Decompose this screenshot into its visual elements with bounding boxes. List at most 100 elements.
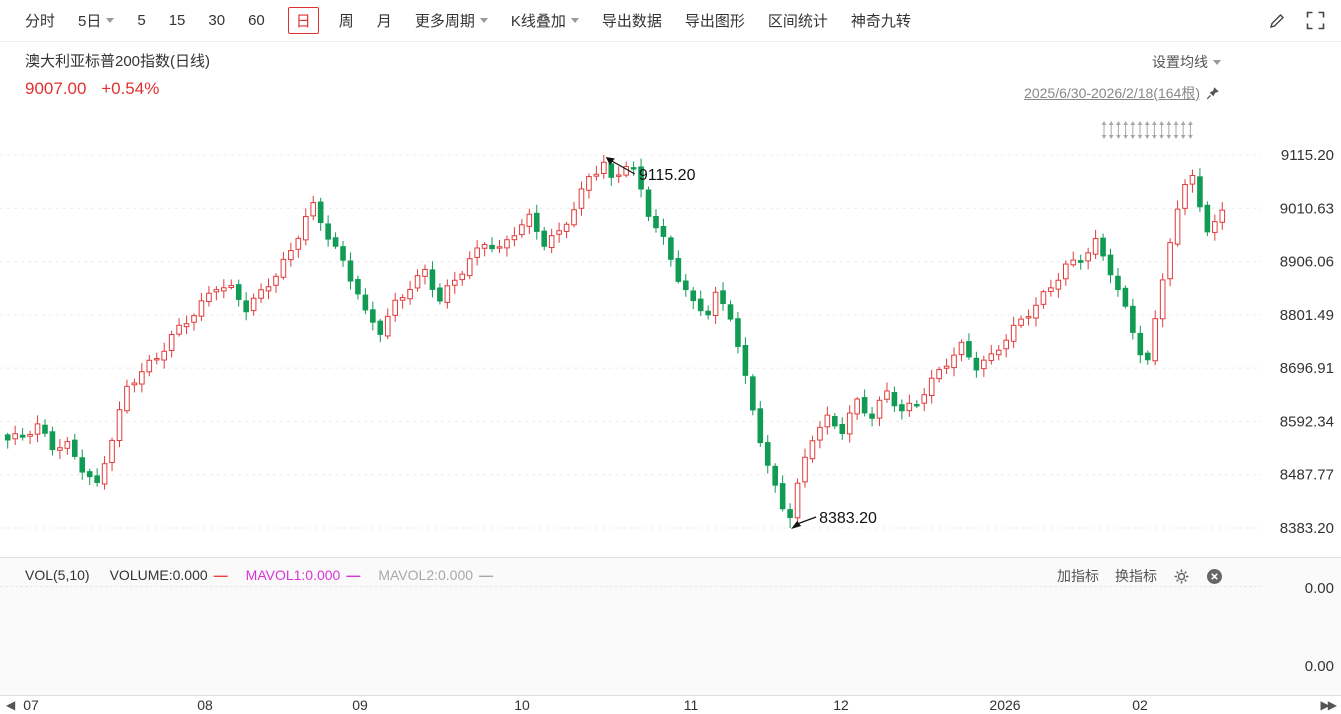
toolbar-item-30min[interactable]: 30 [208,12,226,29]
y-axis-label: 9010.63 [1280,200,1334,217]
candle-body [660,225,667,237]
candle-body [340,246,346,261]
candle-body [548,235,555,249]
candle-body [265,286,272,292]
candle-body [876,399,883,419]
main-chart-svg[interactable]: 9115.20 9010.63 8906.06 8801.49 8696.91 8592.… [0,110,1341,557]
fullscreen-icon[interactable] [1306,11,1325,30]
candle-body [727,304,734,320]
candle-body [951,354,957,369]
grid-layer: 9115.20 9010.63 8906.06 8801.49 8696.91 8592.… [0,147,1334,537]
toolbar-item-5day[interactable]: 5日 [78,10,115,31]
candle-body [422,268,428,277]
candle-body [608,163,615,178]
toolbar-item-kline-overlay[interactable]: K线叠加 [511,10,579,31]
toolbar-item-monthly[interactable]: 月 [376,13,392,30]
candle-body [1070,259,1077,266]
candle-body [153,358,160,361]
candle-body [854,398,860,415]
toolbar-right-icons [1268,11,1341,30]
candle-body [437,287,443,302]
main-chart-area[interactable]: 9115.20 9010.63 8906.06 8801.49 8696.91 8592.… [0,110,1341,557]
candle-body [1159,279,1166,320]
toolbar-item-daily-active[interactable]: 日 [287,7,319,34]
volume-panel: VOL(5,10) VOLUME:0.000 — MAVOL1:0.000 — … [0,557,1341,696]
candle-body [1048,287,1054,292]
candle-body [94,475,100,483]
toolbar-item-range-stats[interactable]: 区间统计 [767,13,828,30]
y-axis-label: 8801.49 [1280,307,1334,324]
volume-indicator-name[interactable]: VOL(5,10) [25,567,90,583]
x-axis-label: 2026 [989,697,1021,713]
add-indicator-button[interactable]: 加指标 [1057,568,1099,584]
candle-body [206,292,212,303]
settings-gear-icon[interactable] [1173,568,1190,585]
draw-tool-icon[interactable] [1268,12,1286,30]
candle-body [645,189,652,217]
price-row: 9007.00 +0.54% [25,79,159,99]
candle-body [928,377,935,396]
toolbar-item-more-periods[interactable]: 更多周期 [415,10,488,31]
candle-body [295,237,302,250]
candle-body [817,426,823,441]
toolbar-item-5day-label: 5日 [78,13,102,30]
candle-body [1204,204,1211,233]
candle-body [124,385,130,412]
candle-body [1040,291,1047,305]
candle-body [496,246,503,249]
volume-value-label: VOLUME:0.000 [109,567,208,583]
candle-body [563,223,570,232]
toolbar-item-export-image[interactable]: 导出图形 [684,13,745,30]
candle-body [139,371,145,385]
candle-body [310,202,317,217]
candle-body [586,176,592,191]
switch-indicator-button[interactable]: 换指标 [1115,568,1157,584]
x-axis-label: 02 [1132,697,1148,713]
toolbar-item-15min[interactable]: 15 [168,12,186,29]
candle-body [1212,221,1218,233]
ma-settings-label: 设置均线 [1152,54,1208,70]
candle-body [1130,305,1136,333]
y-axis-label: 8906.06 [1280,254,1334,271]
candle-body [936,369,942,380]
annotations-layer: 9115.20 8383.20 [605,157,877,529]
candle-body [42,424,48,434]
candle-body [571,209,577,226]
candle-body [370,309,376,323]
candle-body [176,324,182,335]
candle-body [34,423,41,435]
candle-body [764,442,771,466]
candle-body [1100,237,1106,257]
toolbar-item-magic-nine[interactable]: 神奇九转 [850,13,911,30]
candle-body [1167,242,1173,280]
x-axis-label: 11 [683,697,699,713]
date-range-link[interactable]: 2025/6/30-2026/2/18(164根) [1024,83,1220,103]
candle-body [973,357,980,371]
mavol2-legend-dash: — [479,567,494,583]
candle-body [787,509,793,519]
ma-settings-button[interactable]: 设置均线 [1152,52,1221,72]
candle-body [832,416,838,427]
candle-width-ruler[interactable] [1101,121,1193,139]
candle-body [12,433,18,440]
candle-body [474,247,480,258]
candle-body [332,237,339,247]
high-annotation-arrow [605,157,615,165]
candle-body [317,201,324,223]
toolbar-item-5min[interactable]: 5 [137,12,146,29]
pin-icon[interactable] [1206,86,1220,100]
scroll-right-button[interactable]: ▶▶ [1320,698,1338,712]
candle-body [846,412,853,435]
candle-body [116,409,123,442]
toolbar-item-weekly[interactable]: 周 [338,13,354,30]
candle-body [57,447,63,451]
scroll-left-button[interactable]: ◀ [6,698,16,712]
x-axis-label: 09 [352,697,368,713]
low-annotation-label: 8383.20 [819,510,877,527]
toolbar-item-export-data[interactable]: 导出数据 [601,13,662,30]
candle-body [995,349,1002,356]
y-axis-label: 9115.20 [1281,147,1334,164]
close-panel-icon[interactable] [1206,568,1223,585]
toolbar-item-intraday[interactable]: 分时 [25,13,56,30]
toolbar-item-60min[interactable]: 60 [248,12,265,29]
